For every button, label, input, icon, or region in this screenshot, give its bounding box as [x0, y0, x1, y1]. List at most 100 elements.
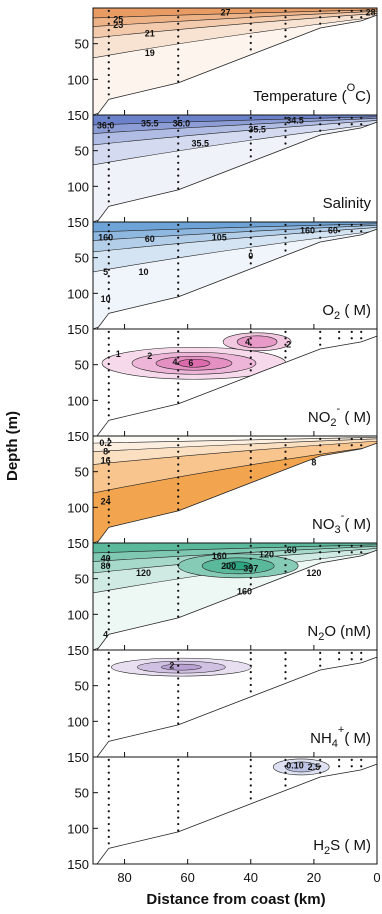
y-tick-label: 150 [67, 215, 89, 230]
sample-point [177, 344, 179, 346]
sample-point [177, 596, 179, 598]
sample-point [250, 230, 252, 232]
sample-point [108, 382, 110, 384]
sample-point [177, 401, 179, 403]
sample-point [108, 652, 110, 654]
sample-point [108, 817, 110, 819]
sample-point [108, 187, 110, 189]
sample-point [360, 230, 362, 232]
y-tick-label: 50 [75, 786, 89, 801]
sample-point [108, 710, 110, 712]
contour-label: 120 [306, 568, 321, 578]
sample-point [177, 759, 179, 761]
contour-label: 24 [101, 497, 111, 507]
sample-point [284, 10, 286, 12]
sample-point [177, 778, 179, 780]
panel-label: Salinity [323, 195, 372, 212]
contour-label: 16 [101, 455, 111, 465]
sample-point [250, 551, 252, 553]
sample-point [250, 48, 252, 50]
y-tick-label: 150 [67, 322, 89, 337]
contour-label: 35.0 [173, 119, 191, 129]
sample-point [284, 136, 286, 138]
contour-label: 4 [173, 357, 178, 367]
y-axis-label: Depth (m) [4, 411, 21, 481]
sample-point [177, 451, 179, 453]
sample-point [319, 16, 321, 18]
sample-point [250, 665, 252, 667]
sample-point [108, 470, 110, 472]
contour-label: 23 [113, 20, 123, 30]
sample-point [108, 350, 110, 352]
sample-point [108, 722, 110, 724]
sample-point [351, 765, 353, 767]
contour-label: 5 [103, 267, 108, 277]
sample-point [177, 23, 179, 25]
x-axis-ticks: 80 60 40 20 0 [117, 870, 380, 885]
sample-point [338, 331, 340, 333]
sample-point [177, 181, 179, 183]
sample-point [108, 93, 110, 95]
contour-label: 34.5 [286, 116, 304, 126]
sample-point [177, 438, 179, 440]
x-tick-label: 40 [244, 870, 258, 885]
sample-point [108, 149, 110, 151]
sample-point [319, 451, 321, 453]
y-tick-label: 150 [67, 536, 89, 551]
sample-point [338, 224, 340, 226]
sample-point [319, 444, 321, 446]
sample-point [108, 282, 110, 284]
sample-point [360, 652, 362, 654]
sample-point [108, 337, 110, 339]
y-tick-label: 150 [67, 429, 89, 444]
sample-point [338, 545, 340, 547]
sample-point [284, 564, 286, 566]
sample-point [177, 590, 179, 592]
sample-point [108, 521, 110, 523]
sample-point [319, 331, 321, 333]
sample-point [108, 401, 110, 403]
y-tick-label: 50 [75, 465, 89, 480]
sample-point [108, 80, 110, 82]
sample-point [284, 230, 286, 232]
contour-label: 2.5 [308, 762, 321, 772]
sample-point [250, 652, 252, 654]
sample-point [250, 10, 252, 12]
sample-point [250, 243, 252, 245]
sample-point [177, 583, 179, 585]
sample-point [338, 123, 340, 125]
sample-point [177, 558, 179, 560]
sample-point [250, 224, 252, 226]
sample-point [177, 577, 179, 579]
sample-point [284, 570, 286, 572]
sample-point [284, 652, 286, 654]
sample-point [108, 376, 110, 378]
sample-point [338, 117, 340, 119]
sample-point [360, 123, 362, 125]
sample-point [360, 337, 362, 339]
sample-point [177, 175, 179, 177]
sample-point [108, 596, 110, 598]
sample-point [108, 74, 110, 76]
panel-o2: 160 60 10505 1010160 6050100150O2 ( M) [67, 222, 377, 337]
sample-point [108, 690, 110, 692]
sample-point [108, 117, 110, 119]
sample-point [177, 136, 179, 138]
sample-point [360, 16, 362, 18]
sample-point [108, 288, 110, 290]
sample-point [338, 10, 340, 12]
sample-point [177, 249, 179, 251]
sample-point [351, 759, 353, 761]
sample-point [108, 136, 110, 138]
sample-point [177, 710, 179, 712]
sample-point [250, 444, 252, 446]
sample-point [250, 558, 252, 560]
sample-point [360, 765, 362, 767]
sample-point [319, 658, 321, 660]
sample-point [250, 29, 252, 31]
sample-point [360, 438, 362, 440]
x-tick-label: 60 [180, 870, 194, 885]
panel-n2o: 4080120160200 397120 60120160450100150N2O … [67, 543, 377, 658]
sample-point [177, 168, 179, 170]
sample-point [338, 438, 340, 440]
